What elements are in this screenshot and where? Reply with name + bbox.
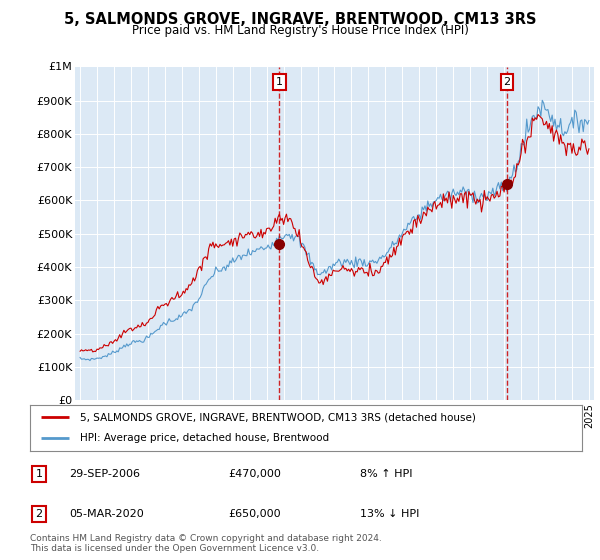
Text: 29-SEP-2006: 29-SEP-2006 — [69, 469, 140, 479]
Text: 5, SALMONDS GROVE, INGRAVE, BRENTWOOD, CM13 3RS (detached house): 5, SALMONDS GROVE, INGRAVE, BRENTWOOD, C… — [80, 412, 476, 422]
Text: 5, SALMONDS GROVE, INGRAVE, BRENTWOOD, CM13 3RS: 5, SALMONDS GROVE, INGRAVE, BRENTWOOD, C… — [64, 12, 536, 27]
Text: 2: 2 — [503, 77, 511, 87]
Text: 2: 2 — [35, 509, 43, 519]
Text: Price paid vs. HM Land Registry's House Price Index (HPI): Price paid vs. HM Land Registry's House … — [131, 24, 469, 37]
Text: Contains HM Land Registry data © Crown copyright and database right 2024.
This d: Contains HM Land Registry data © Crown c… — [30, 534, 382, 553]
Text: 1: 1 — [276, 77, 283, 87]
Text: 8% ↑ HPI: 8% ↑ HPI — [360, 469, 413, 479]
Text: 13% ↓ HPI: 13% ↓ HPI — [360, 509, 419, 519]
Text: 1: 1 — [35, 469, 43, 479]
Text: HPI: Average price, detached house, Brentwood: HPI: Average price, detached house, Bren… — [80, 433, 329, 444]
Text: £650,000: £650,000 — [228, 509, 281, 519]
Text: 05-MAR-2020: 05-MAR-2020 — [69, 509, 144, 519]
Text: £1M: £1M — [49, 62, 73, 72]
Text: £470,000: £470,000 — [228, 469, 281, 479]
